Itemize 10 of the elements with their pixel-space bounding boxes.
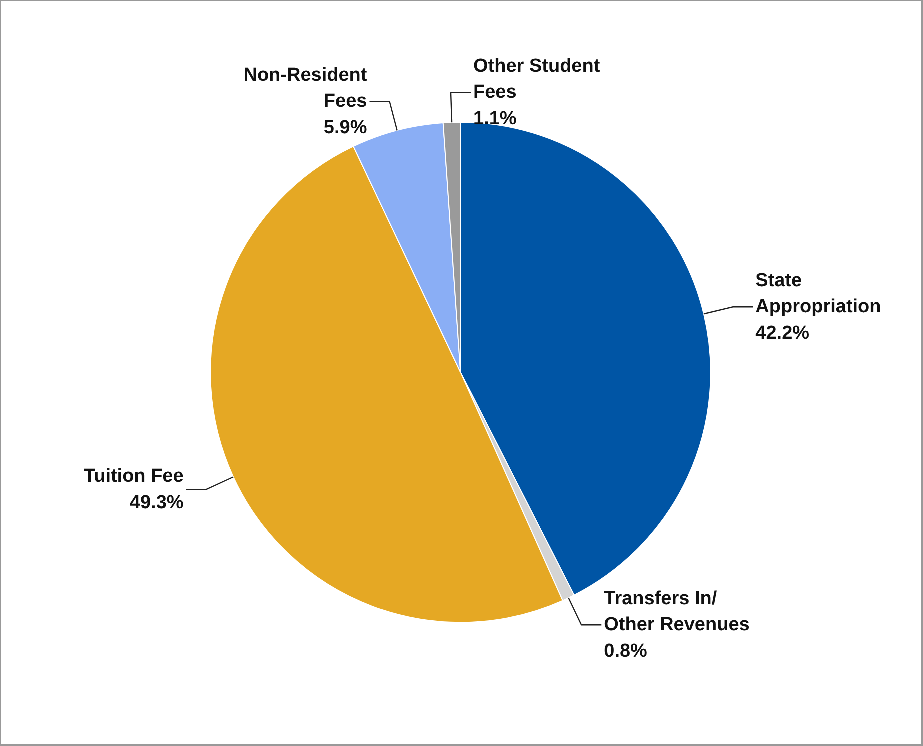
slice-label: Other Student Fees [474,56,601,104]
slice-label: State Appropriation [756,270,882,318]
data-label: 1.1% [474,108,517,130]
slice-label: Tuition Fee [84,466,184,488]
data-label: 0.8% [604,640,648,662]
slice-label: Transfers In/ Other Revenues [604,588,750,636]
slice-label: Non-Resident Fees [244,64,368,112]
data-label: 49.3% [130,492,184,514]
data-label: 42.2% [756,322,810,344]
data-label: 5.9% [324,117,368,138]
